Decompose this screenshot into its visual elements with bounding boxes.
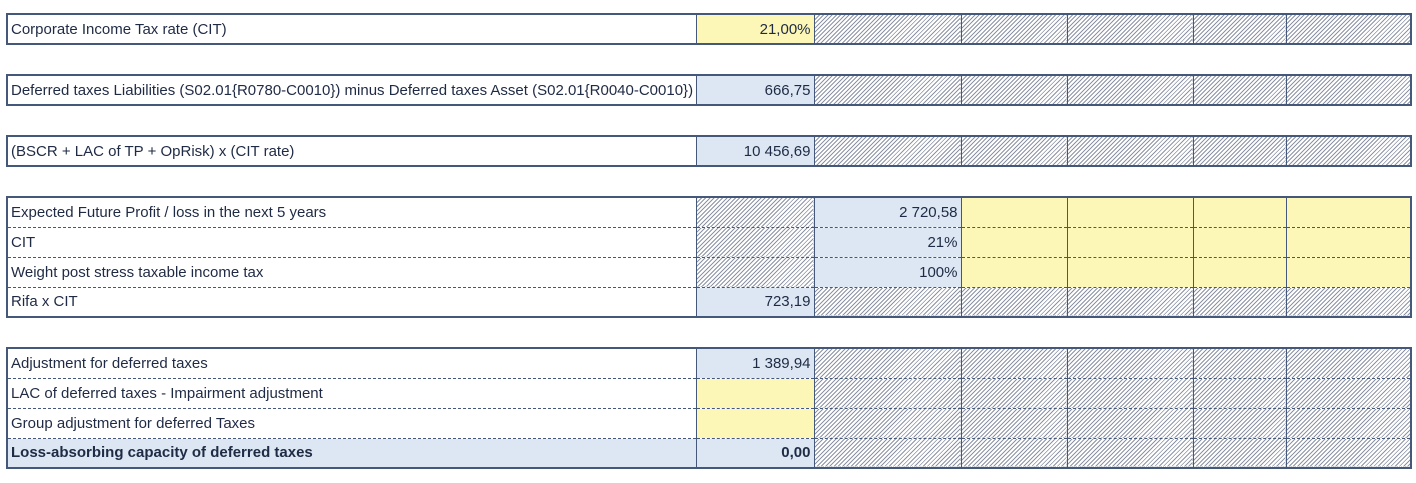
row-group-adjustment: Group adjustment for deferred Taxes — [6, 407, 1412, 439]
future-profit-input[interactable] — [1192, 196, 1287, 228]
hatched-cell — [1285, 13, 1412, 45]
hatched-cell — [960, 135, 1068, 167]
hatched-cell — [813, 74, 962, 106]
weight-input[interactable] — [960, 256, 1068, 288]
hatched-cell — [1066, 74, 1194, 106]
group-adjustment-label: Group adjustment for deferred Taxes — [6, 407, 697, 439]
hatched-cell — [1066, 286, 1194, 318]
hatched-cell — [1285, 286, 1412, 318]
row-cit: CIT 21% — [6, 226, 1412, 258]
weight-input[interactable] — [1192, 256, 1287, 288]
row-cit-rate: Corporate Income Tax rate (CIT) 21,00% — [6, 13, 1412, 45]
cit-input[interactable] — [960, 226, 1068, 258]
hatched-cell — [1066, 437, 1194, 469]
hatched-cell — [1192, 377, 1287, 409]
hatched-cell — [1192, 437, 1287, 469]
cit-value[interactable]: 21% — [813, 226, 962, 258]
cit-label: CIT — [6, 226, 697, 258]
hatched-cell — [1066, 377, 1194, 409]
cit-rate-label: Corporate Income Tax rate (CIT) — [6, 13, 697, 45]
deferred-taxes-lac-table: Corporate Income Tax rate (CIT) 21,00% D… — [6, 13, 1412, 469]
hatched-cell — [1285, 437, 1412, 469]
hatched-cell — [813, 135, 962, 167]
hatched-cell — [695, 196, 815, 228]
rifa-cit-label: Rifa x CIT — [6, 286, 697, 318]
future-profit-label: Expected Future Profit / loss in the nex… — [6, 196, 697, 228]
hatched-cell — [813, 407, 962, 439]
hatched-cell — [1192, 74, 1287, 106]
lac-total-value[interactable]: 0,00 — [695, 437, 815, 469]
hatched-cell — [960, 74, 1068, 106]
hatched-cell — [1192, 13, 1287, 45]
lac-total-label: Loss-absorbing capacity of deferred taxe… — [6, 437, 697, 469]
hatched-cell — [813, 437, 962, 469]
hatched-cell — [1066, 347, 1194, 379]
hatched-cell — [813, 377, 962, 409]
adjustment-value[interactable]: 1 389,94 — [695, 347, 815, 379]
bscr-cit-label: (BSCR + LAC of TP + OpRisk) x (CIT rate) — [6, 135, 697, 167]
hatched-cell — [1192, 135, 1287, 167]
future-profit-input[interactable] — [960, 196, 1068, 228]
future-profit-input[interactable] — [1066, 196, 1194, 228]
weight-input[interactable] — [1066, 256, 1194, 288]
hatched-cell — [960, 13, 1068, 45]
row-bscr-cit: (BSCR + LAC of TP + OpRisk) x (CIT rate)… — [6, 135, 1412, 167]
hatched-cell — [1192, 407, 1287, 439]
cit-input[interactable] — [1066, 226, 1194, 258]
cit-input[interactable] — [1285, 226, 1412, 258]
group-adjustment-input[interactable] — [695, 407, 815, 439]
hatched-cell — [960, 286, 1068, 318]
hatched-cell — [960, 377, 1068, 409]
hatched-cell — [960, 407, 1068, 439]
weight-value[interactable]: 100% — [813, 256, 962, 288]
row-rifa-cit: Rifa x CIT 723,19 — [6, 286, 1412, 318]
hatched-cell — [1192, 347, 1287, 379]
impairment-label: LAC of deferred taxes - Impairment adjus… — [6, 377, 697, 409]
hatched-cell — [1192, 286, 1287, 318]
bscr-cit-value[interactable]: 10 456,69 — [695, 135, 815, 167]
hatched-cell — [1285, 347, 1412, 379]
rifa-cit-value[interactable]: 723,19 — [695, 286, 815, 318]
impairment-input[interactable] — [695, 377, 815, 409]
hatched-cell — [960, 347, 1068, 379]
hatched-cell — [1066, 407, 1194, 439]
adjustment-label: Adjustment for deferred taxes — [6, 347, 697, 379]
row-dtl-minus-dta: Deferred taxes Liabilities (S02.01{R0780… — [6, 74, 1412, 106]
dtl-minus-dta-label: Deferred taxes Liabilities (S02.01{R0780… — [6, 74, 697, 106]
hatched-cell — [1066, 135, 1194, 167]
cit-input[interactable] — [1192, 226, 1287, 258]
future-profit-value[interactable]: 2 720,58 — [813, 196, 962, 228]
row-adjustment: Adjustment for deferred taxes 1 389,94 — [6, 347, 1412, 379]
row-future-profit: Expected Future Profit / loss in the nex… — [6, 196, 1412, 228]
hatched-cell — [813, 13, 962, 45]
hatched-cell — [1285, 407, 1412, 439]
row-impairment: LAC of deferred taxes - Impairment adjus… — [6, 377, 1412, 409]
row-lac-total: Loss-absorbing capacity of deferred taxe… — [6, 437, 1412, 469]
weight-label: Weight post stress taxable income tax — [6, 256, 697, 288]
hatched-cell — [813, 347, 962, 379]
hatched-cell — [1285, 377, 1412, 409]
hatched-cell — [1285, 74, 1412, 106]
cit-rate-input[interactable]: 21,00% — [695, 13, 815, 45]
hatched-cell — [695, 226, 815, 258]
hatched-cell — [813, 286, 962, 318]
hatched-cell — [960, 437, 1068, 469]
dtl-minus-dta-value[interactable]: 666,75 — [695, 74, 815, 106]
weight-input[interactable] — [1285, 256, 1412, 288]
future-profit-input[interactable] — [1285, 196, 1412, 228]
hatched-cell — [1066, 13, 1194, 45]
hatched-cell — [1285, 135, 1412, 167]
row-weight: Weight post stress taxable income tax 10… — [6, 256, 1412, 288]
hatched-cell — [695, 256, 815, 288]
